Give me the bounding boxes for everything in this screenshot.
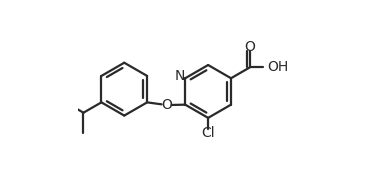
Text: O: O [244, 40, 255, 54]
Text: Cl: Cl [201, 126, 215, 140]
Text: O: O [161, 98, 172, 112]
Text: OH: OH [267, 60, 289, 74]
Text: N: N [175, 69, 185, 83]
